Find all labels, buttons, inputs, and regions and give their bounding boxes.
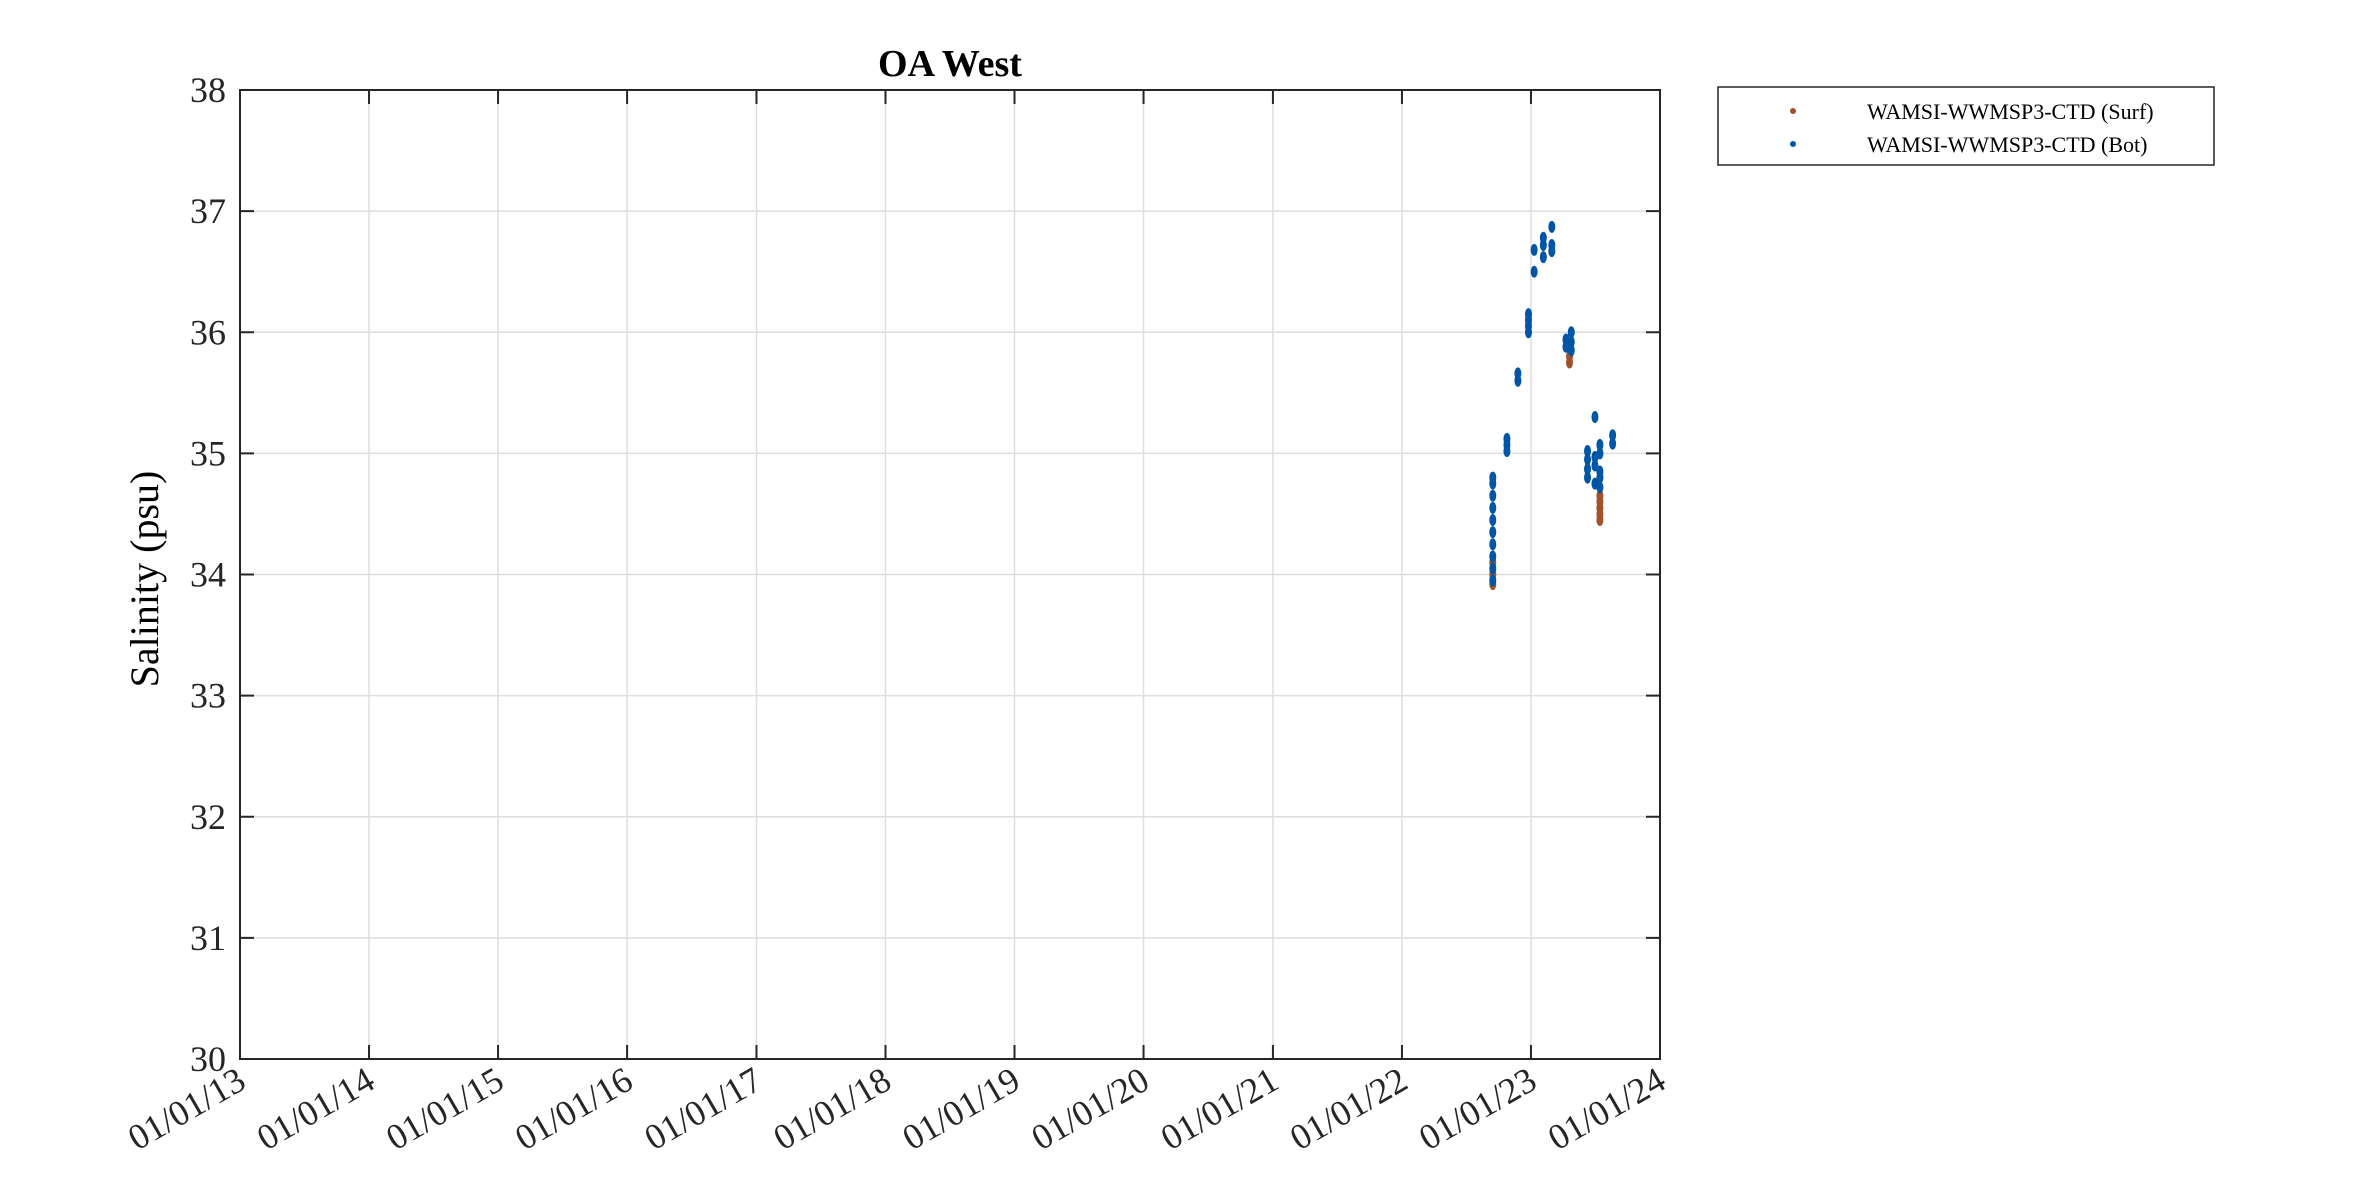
data-point	[1489, 562, 1497, 575]
data-point	[1596, 438, 1604, 451]
data-point	[1530, 265, 1538, 278]
data-point	[1489, 550, 1497, 563]
y-axis-label: Salinity (psu)	[122, 471, 167, 688]
data-point	[1609, 437, 1617, 450]
data-point	[1584, 463, 1592, 476]
data-point	[1489, 538, 1497, 551]
data-point	[1596, 481, 1604, 494]
data-point	[1591, 459, 1599, 472]
series-1	[1489, 220, 1617, 587]
data-point	[1584, 471, 1592, 484]
data-point	[1591, 411, 1599, 424]
y-tick-label: 38	[190, 70, 226, 110]
data-points	[1489, 220, 1617, 591]
grid	[239, 89, 1661, 1060]
data-point	[1489, 513, 1497, 526]
data-point	[1567, 344, 1575, 357]
data-point	[1489, 526, 1497, 539]
data-point	[1596, 447, 1604, 460]
y-tick-label: 31	[190, 918, 226, 958]
data-point	[1596, 489, 1604, 502]
data-point	[1567, 326, 1575, 339]
data-point	[1596, 465, 1604, 478]
data-point	[1548, 220, 1556, 233]
data-point	[1539, 231, 1547, 244]
data-point	[1530, 243, 1538, 256]
legend-marker	[1790, 141, 1796, 147]
y-tick-label: 37	[190, 191, 226, 231]
legend-label: WAMSI-WWMSP3-CTD (Surf)	[1867, 99, 2154, 124]
data-point	[1584, 444, 1592, 457]
data-point	[1524, 308, 1532, 321]
y-tick-label: 32	[190, 797, 226, 837]
data-point	[1489, 471, 1497, 484]
chart-title: OA West	[878, 43, 1022, 85]
data-point	[1489, 574, 1497, 587]
legend-box	[1717, 86, 2215, 166]
data-point	[1489, 501, 1497, 514]
y-tick-label: 30	[190, 1039, 226, 1079]
data-point	[1609, 429, 1617, 442]
legend: WAMSI-WWMSP3-CTD (Surf) WAMSI-WWMSP3-CTD …	[1717, 86, 2215, 166]
data-point	[1562, 333, 1570, 346]
y-tick-label: 34	[190, 555, 226, 595]
legend-marker	[1790, 108, 1796, 114]
data-point	[1514, 367, 1522, 380]
data-point	[1548, 239, 1556, 252]
y-tick-label: 33	[190, 676, 226, 716]
y-tick-label: 35	[190, 433, 226, 473]
legend-label: WAMSI-WWMSP3-CTD (Bot)	[1867, 132, 2148, 157]
data-point	[1489, 489, 1497, 502]
data-point	[1567, 335, 1575, 348]
data-point	[1503, 432, 1511, 445]
data-point	[1539, 251, 1547, 264]
y-tick-label: 36	[190, 312, 226, 352]
data-point	[1584, 453, 1592, 466]
